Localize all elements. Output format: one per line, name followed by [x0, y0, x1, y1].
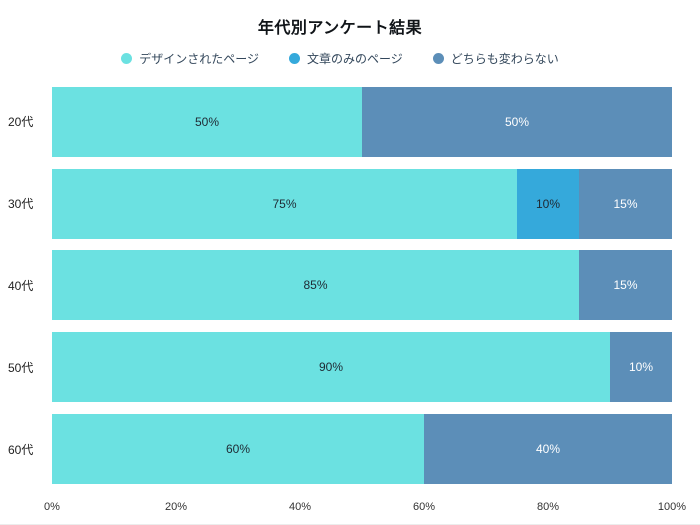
- bar-track: 50% 50%: [52, 86, 672, 157]
- bar-track: 75% 10% 15%: [52, 168, 672, 239]
- bar-segment: 10%: [517, 168, 579, 239]
- legend-swatch-icon: [288, 53, 300, 64]
- x-tick-label: 80%: [536, 501, 560, 513]
- bar-row: 40代 85% 15%: [8, 245, 672, 327]
- legend-label: どちらも変わらない: [450, 52, 559, 66]
- bar-segment: 15%: [579, 168, 672, 239]
- category-label: 60代: [8, 442, 34, 457]
- bar-segment: 40%: [424, 414, 672, 485]
- bar-row: 30代 75% 10% 15%: [8, 163, 672, 245]
- bar-track: 60% 40%: [52, 414, 672, 485]
- bar-segment: 75%: [52, 168, 517, 239]
- x-tick-label: 100%: [657, 501, 687, 513]
- legend-item[interactable]: どちらも変わらない: [432, 50, 559, 67]
- bar-segment: 90%: [52, 332, 610, 403]
- bar-track: 90% 10%: [52, 332, 672, 403]
- bar-segment: 50%: [362, 86, 672, 157]
- bar-segment: 85%: [52, 250, 579, 321]
- chart-title: 年代別アンケート結果: [257, 20, 423, 37]
- bar-row: 20代 50% 50%: [8, 81, 672, 163]
- legend-label: デザインされたページ: [139, 52, 259, 66]
- category-label: 40代: [8, 278, 34, 293]
- legend-item[interactable]: 文章のみのページ: [288, 50, 403, 67]
- bar-row: 50代 90% 10%: [8, 326, 672, 408]
- legend-item[interactable]: デザインされたページ: [121, 50, 259, 67]
- legend: デザインされたページ 文章のみのページ どちらも変わらない: [8, 50, 672, 81]
- bar-track: 85% 15%: [52, 250, 672, 321]
- x-tick-label: 60%: [412, 501, 436, 513]
- category-label: 20代: [8, 115, 34, 130]
- bar-row: 60代 60% 40%: [8, 408, 672, 490]
- legend-label: 文章のみのページ: [306, 52, 403, 66]
- x-tick-label: 40%: [288, 501, 312, 513]
- bar-segment: 15%: [579, 250, 672, 321]
- x-tick-label: 20%: [164, 501, 188, 513]
- x-tick-label: 0%: [44, 501, 60, 513]
- legend-swatch-icon: [121, 53, 133, 64]
- bar-segment: 10%: [610, 332, 672, 403]
- legend-swatch-icon: [432, 53, 444, 64]
- category-label: 50代: [8, 360, 34, 375]
- plot-area: 20代 50% 50% 30代 75% 10% 15% 40代 85% 15% 50代 90% 10% 6…: [8, 81, 672, 490]
- category-label: 30代: [8, 197, 34, 212]
- x-axis: 0% 20% 40% 60% 80% 100%: [44, 494, 686, 520]
- bar-segment: 50%: [52, 86, 362, 157]
- bar-segment: 60%: [52, 414, 424, 485]
